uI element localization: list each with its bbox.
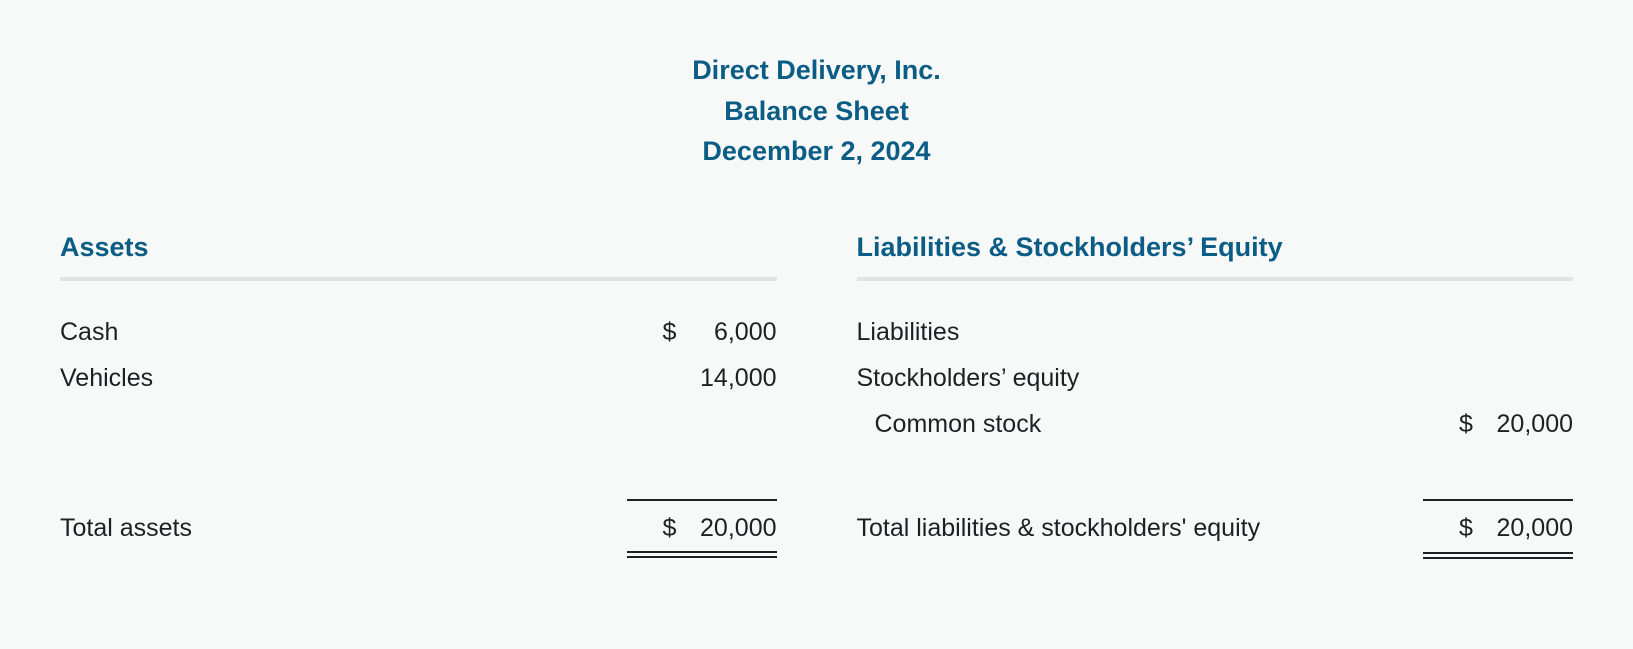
report-header: Direct Delivery, Inc. Balance Sheet Dece… (60, 50, 1573, 172)
company-name: Direct Delivery, Inc. (60, 50, 1573, 91)
asset-label: Vehicles (60, 355, 627, 401)
spacer (60, 401, 777, 447)
total-value: 20,000 (1481, 505, 1573, 551)
total-amount: $ 20,000 (1423, 499, 1573, 551)
currency-symbol: $ (1459, 401, 1481, 447)
row-value: 20,000 (1481, 401, 1573, 447)
stockholders-equity-row: Stockholders’ equity (857, 355, 1574, 401)
asset-row-cash: Cash $ 6,000 (60, 309, 777, 355)
total-liabilities-equity-row: Total liabilities & stockholders' equity… (857, 499, 1574, 551)
asset-value: 6,000 (685, 309, 777, 355)
liabilities-equity-column: Liabilities & Stockholders’ Equity Liabi… (857, 232, 1574, 552)
row-amount: $ 20,000 (1423, 401, 1573, 447)
report-title: Balance Sheet (60, 91, 1573, 132)
liabilities-equity-rule (857, 277, 1574, 281)
currency-symbol: $ (663, 505, 685, 551)
currency-symbol: $ (663, 309, 685, 355)
total-assets-row: Total assets $ 20,000 (60, 499, 777, 551)
liabilities-row: Liabilities (857, 309, 1574, 355)
liabilities-equity-heading: Liabilities & Stockholders’ Equity (857, 232, 1574, 263)
row-label: Common stock (857, 401, 1424, 447)
row-label: Liabilities (857, 309, 1424, 355)
balance-sheet-columns: Assets Cash $ 6,000 Vehicles 14,000 Tota… (60, 232, 1573, 552)
total-assets-label: Total assets (60, 505, 627, 551)
asset-row-vehicles: Vehicles 14,000 (60, 355, 777, 401)
asset-label: Cash (60, 309, 627, 355)
assets-column: Assets Cash $ 6,000 Vehicles 14,000 Tota… (60, 232, 777, 552)
asset-value: 14,000 (685, 355, 777, 401)
assets-rule (60, 277, 777, 281)
asset-amount: 14,000 (627, 355, 777, 401)
common-stock-row: Common stock $ 20,000 (857, 401, 1574, 447)
total-label: Total liabilities & stockholders' equity (857, 505, 1424, 551)
report-date: December 2, 2024 (60, 131, 1573, 172)
row-label: Stockholders’ equity (857, 355, 1424, 401)
total-assets-amount: $ 20,000 (627, 499, 777, 551)
total-assets-value: 20,000 (685, 505, 777, 551)
assets-heading: Assets (60, 232, 777, 263)
asset-amount: $ 6,000 (627, 309, 777, 355)
currency-symbol: $ (1459, 505, 1481, 551)
